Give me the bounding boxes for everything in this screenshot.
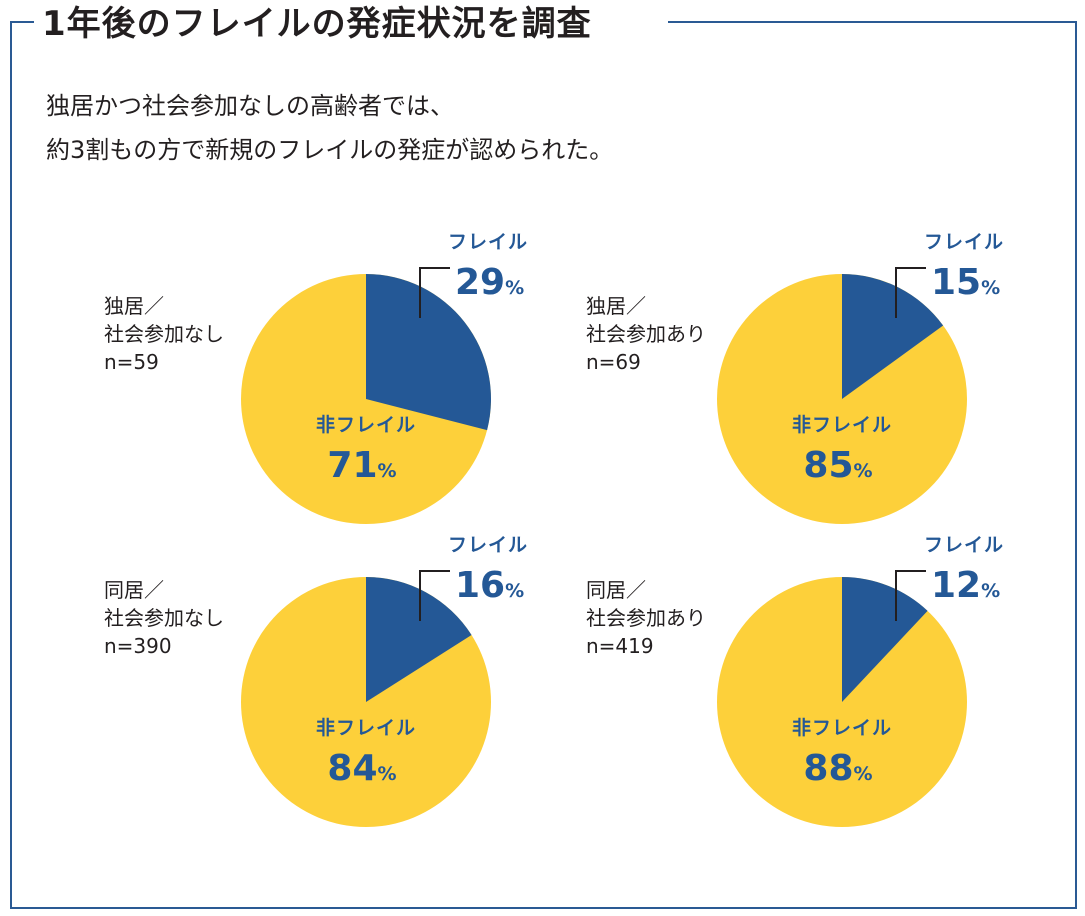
non-frail-value: 84 (327, 748, 377, 789)
frame-right (1075, 21, 1077, 909)
percent-sign: % (981, 580, 1000, 602)
group-label-line1: 独居／ (104, 294, 164, 318)
group-label-0: 独居／ 社会参加なし n=59 (104, 292, 224, 376)
frail-value-label: 12% (931, 565, 1000, 606)
frail-label: フレイル (448, 534, 528, 556)
frame-left (10, 21, 12, 909)
frail-value-label: 16% (455, 565, 524, 606)
non-frail-value-label: 84% (327, 748, 396, 789)
group-label-3: 同居／ 社会参加あり n=419 (586, 576, 706, 660)
non-frail-value-label: 85% (803, 445, 872, 486)
group-label-line2: 社会参加なし (104, 606, 224, 630)
non-frail-value: 88 (803, 748, 853, 789)
leader-line (419, 570, 450, 621)
group-label-line1: 同居／ (586, 578, 646, 602)
frail-value: 12 (931, 565, 981, 606)
non-frail-label: 非フレイル (316, 717, 416, 739)
group-label-line2: 社会参加なし (104, 322, 224, 346)
group-label-line1: 独居／ (586, 294, 646, 318)
group-label-2: 同居／ 社会参加なし n=390 (104, 576, 224, 660)
frame-top-right (668, 21, 1077, 23)
sample-size: n=390 (104, 634, 172, 658)
pie-chart-3: フレイル 12% 非フレイル 88% (717, 534, 1004, 827)
frame-bottom (10, 907, 1077, 909)
frail-value: 16 (455, 565, 505, 606)
pie-slice-frail (842, 577, 928, 702)
percent-sign: % (378, 763, 397, 785)
pie-slice-frail (366, 274, 492, 431)
pie-chart-2: フレイル 16% 非フレイル 84% (241, 534, 528, 827)
pie-slice-frail (842, 274, 944, 399)
leader-line (419, 267, 450, 318)
subtitle-line-2: 約3割もの方で新規のフレイルの発症が認められた。 (46, 136, 614, 164)
percent-sign: % (854, 763, 873, 785)
group-label-line2: 社会参加あり (586, 322, 706, 346)
subtitle: 独居かつ社会参加なしの高齢者では、 約3割もの方で新規のフレイルの発症が認められ… (46, 84, 613, 172)
frame-top-left (10, 21, 34, 23)
sample-size: n=59 (104, 350, 159, 374)
percent-sign: % (378, 460, 397, 482)
percent-sign: % (981, 277, 1000, 299)
non-frail-value-label: 71% (327, 445, 396, 486)
non-frail-label: 非フレイル (316, 414, 416, 436)
sample-size: n=69 (586, 350, 641, 374)
non-frail-label: 非フレイル (792, 717, 892, 739)
frail-label: フレイル (924, 231, 1004, 253)
frail-label: フレイル (448, 231, 528, 253)
frail-value: 15 (931, 262, 981, 303)
frail-value-label: 29% (455, 262, 524, 303)
leader-line (895, 570, 926, 621)
group-label-line2: 社会参加あり (586, 606, 706, 630)
pie-chart-1: フレイル 15% 非フレイル 85% (717, 231, 1004, 524)
subtitle-line-1: 独居かつ社会参加なしの高齢者では、 (46, 92, 454, 120)
pie-slice-frail (366, 577, 472, 702)
percent-sign: % (854, 460, 873, 482)
frail-value-label: 15% (931, 262, 1000, 303)
percent-sign: % (505, 277, 524, 299)
leader-line (895, 267, 926, 318)
non-frail-value-label: 88% (803, 748, 872, 789)
frail-label: フレイル (924, 534, 1004, 556)
percent-sign: % (505, 580, 524, 602)
non-frail-label: 非フレイル (792, 414, 892, 436)
group-label-1: 独居／ 社会参加あり n=69 (586, 292, 706, 376)
non-frail-value: 71 (327, 445, 377, 486)
non-frail-value: 85 (803, 445, 853, 486)
group-label-line1: 同居／ (104, 578, 164, 602)
pie-chart-0: フレイル 29% 非フレイル 71% (241, 231, 528, 524)
page-title: 1年後のフレイルの発症状況を調査 (42, 4, 592, 44)
frail-value: 29 (455, 262, 505, 303)
sample-size: n=419 (586, 634, 654, 658)
